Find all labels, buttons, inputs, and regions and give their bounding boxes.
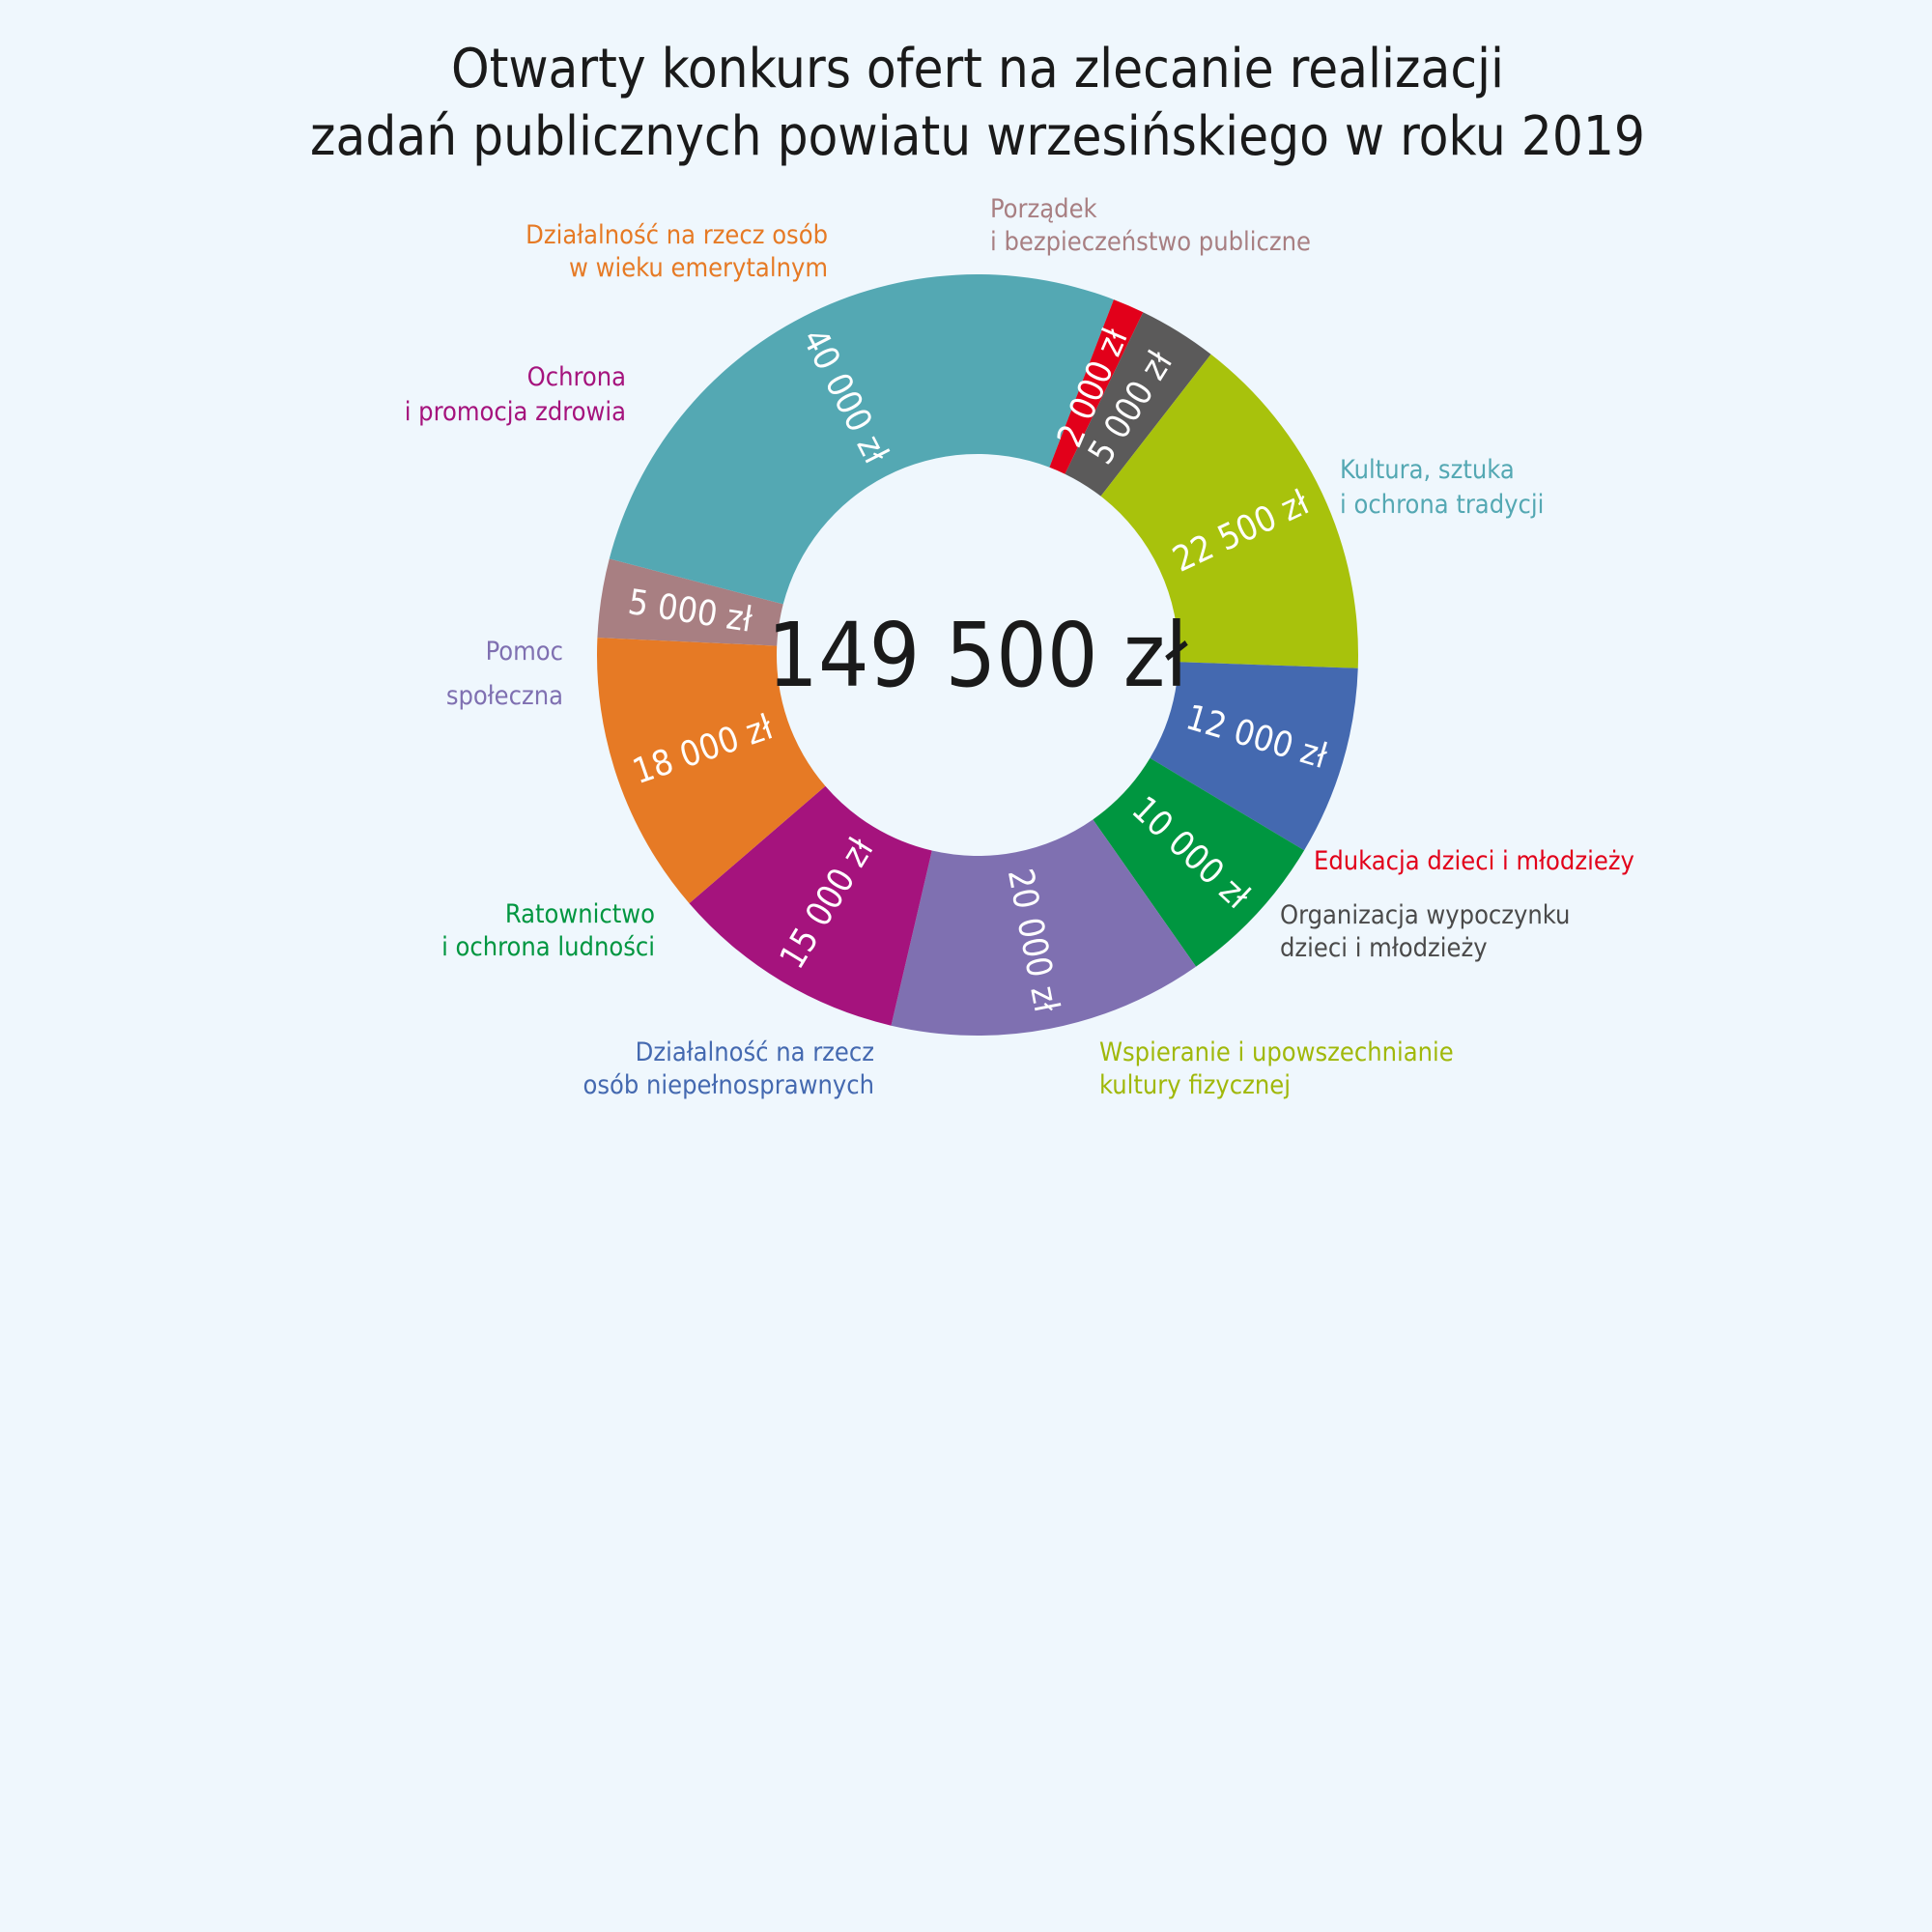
category-label-line: kultury fizycznej <box>1099 1070 1291 1100</box>
donut-segment <box>891 819 1197 1036</box>
category-label-line: Wspieranie i upowszechnianie <box>1099 1037 1454 1067</box>
category-label-line: Działalność na rzecz <box>636 1037 874 1067</box>
category-label-line: społeczna <box>446 681 563 711</box>
category-label: Ochrona i promocja zdrowia <box>405 362 626 427</box>
chart-title-line-1: Otwarty konkurs ofert na zlecanie realiz… <box>451 38 1504 100</box>
donut-segment <box>1150 662 1358 851</box>
category-label: Działalność na rzecz osób niepełnosprawny… <box>583 1037 874 1100</box>
category-label: Ratownictwo i ochrona ludności <box>441 899 655 962</box>
category-label-line: Organizacja wypoczynku <box>1280 900 1570 930</box>
donut-segment <box>1049 299 1144 474</box>
category-label-line: osób niepełnosprawnych <box>583 1070 874 1100</box>
category-label-line: Działalność na rzecz osób <box>526 220 828 250</box>
donut-segment <box>597 638 826 904</box>
category-labels: Porządek i bezpieczeństwo publiczne Kultur… <box>405 194 1634 1100</box>
donut-segment <box>597 558 783 646</box>
chart-title: Otwarty konkurs ofert na zlecanie realiz… <box>310 38 1645 168</box>
category-label-line: Pomoc <box>486 637 563 667</box>
category-label-line: i ochrona tradycji <box>1340 490 1544 520</box>
category-label: Pomoc społeczna <box>446 637 563 711</box>
category-label-line: i promocja zdrowia <box>405 397 626 427</box>
chart-title-line-2: zadań publicznych powiatu wrzesińskiego … <box>310 105 1645 168</box>
category-label: Wspieranie i upowszechnianie kultury fizy… <box>1099 1037 1454 1100</box>
category-label-line: i bezpieczeństwo publiczne <box>990 227 1311 257</box>
category-label-line: Porządek <box>990 194 1097 224</box>
donut-segment <box>689 785 932 1026</box>
category-label-line: i ochrona ludności <box>441 932 655 962</box>
category-label: Kultura, sztuka i ochrona tradycji <box>1340 455 1544 520</box>
total-amount-label: 149 500 zł <box>767 604 1188 707</box>
category-label-line: dzieci i młodzieży <box>1280 933 1488 963</box>
category-label-line: Ratownictwo <box>505 899 655 929</box>
category-label-line: w wieku emerytalnym <box>569 253 828 283</box>
category-label: Działalność na rzecz osób w wieku emeryta… <box>526 220 828 283</box>
category-label: Porządek i bezpieczeństwo publiczne <box>990 194 1311 257</box>
category-label-line: Kultura, sztuka <box>1340 455 1515 485</box>
donut-segment <box>1065 312 1211 497</box>
category-label-line: Edukacja dzieci i młodzieży <box>1314 846 1634 876</box>
category-label: Organizacja wypoczynku dzieci i młodzieży <box>1280 900 1570 963</box>
category-label-line: Ochrona <box>527 362 626 392</box>
donut-segment <box>1100 354 1358 668</box>
donut-segment <box>609 274 1114 605</box>
donut-segment <box>1093 757 1305 967</box>
category-label: Edukacja dzieci i młodzieży <box>1314 846 1634 876</box>
donut-segments <box>597 274 1358 1036</box>
